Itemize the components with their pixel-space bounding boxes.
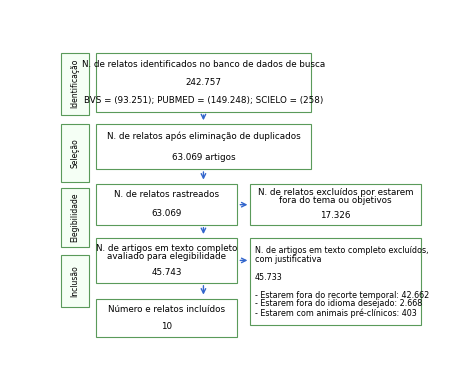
Text: - Estarem fora do recorte temporal: 42.662: - Estarem fora do recorte temporal: 42.6… (255, 291, 429, 300)
Text: BVS = (93.251); PUBMED = (149.248); SCIELO = (258): BVS = (93.251); PUBMED = (149.248); SCIE… (84, 96, 323, 105)
Text: N. de relatos excluídos por estarem: N. de relatos excluídos por estarem (258, 188, 413, 197)
Text: N. de artigos em texto completo: N. de artigos em texto completo (96, 244, 237, 253)
Text: N. de relatos identificados no banco de dados de busca: N. de relatos identificados no banco de … (82, 60, 325, 69)
FancyBboxPatch shape (96, 184, 237, 225)
Text: 63.069 artigos: 63.069 artigos (172, 152, 235, 161)
Text: avaliado para elegibilidade: avaliado para elegibilidade (107, 252, 226, 261)
Text: N. de relatos rastreados: N. de relatos rastreados (114, 190, 219, 199)
FancyBboxPatch shape (96, 238, 237, 283)
FancyBboxPatch shape (250, 238, 421, 325)
Text: fora do tema ou objetivos: fora do tema ou objetivos (279, 196, 392, 205)
Text: N. de relatos após eliminação de duplicados: N. de relatos após eliminação de duplica… (107, 132, 301, 141)
FancyBboxPatch shape (96, 53, 311, 112)
Text: 63.069: 63.069 (152, 209, 182, 218)
Text: Inclusão: Inclusão (70, 265, 79, 297)
Text: 17.326: 17.326 (320, 211, 351, 220)
Text: Número e relatos incluídos: Número e relatos incluídos (108, 305, 225, 314)
FancyBboxPatch shape (96, 124, 311, 169)
FancyBboxPatch shape (61, 188, 89, 246)
Text: 10: 10 (161, 323, 172, 332)
Text: - Estarem com animais pré-clínicos: 403: - Estarem com animais pré-clínicos: 403 (255, 308, 417, 317)
Text: 242.757: 242.757 (185, 78, 221, 87)
Text: Identificação: Identificação (70, 59, 79, 108)
Text: 45.743: 45.743 (152, 268, 182, 277)
Text: Seleção: Seleção (70, 138, 79, 168)
Text: com justificativa: com justificativa (255, 255, 321, 264)
FancyBboxPatch shape (61, 255, 89, 307)
Text: N. de artigos em texto completo excluídos,: N. de artigos em texto completo excluído… (255, 246, 428, 255)
Text: Elegibilidade: Elegibilidade (70, 193, 79, 242)
FancyBboxPatch shape (250, 184, 421, 225)
FancyBboxPatch shape (61, 53, 89, 115)
Text: - Estarem fora do idioma desejado: 2.668: - Estarem fora do idioma desejado: 2.668 (255, 300, 422, 308)
FancyBboxPatch shape (61, 124, 89, 183)
FancyBboxPatch shape (96, 299, 237, 337)
Text: 45.733: 45.733 (255, 273, 283, 282)
